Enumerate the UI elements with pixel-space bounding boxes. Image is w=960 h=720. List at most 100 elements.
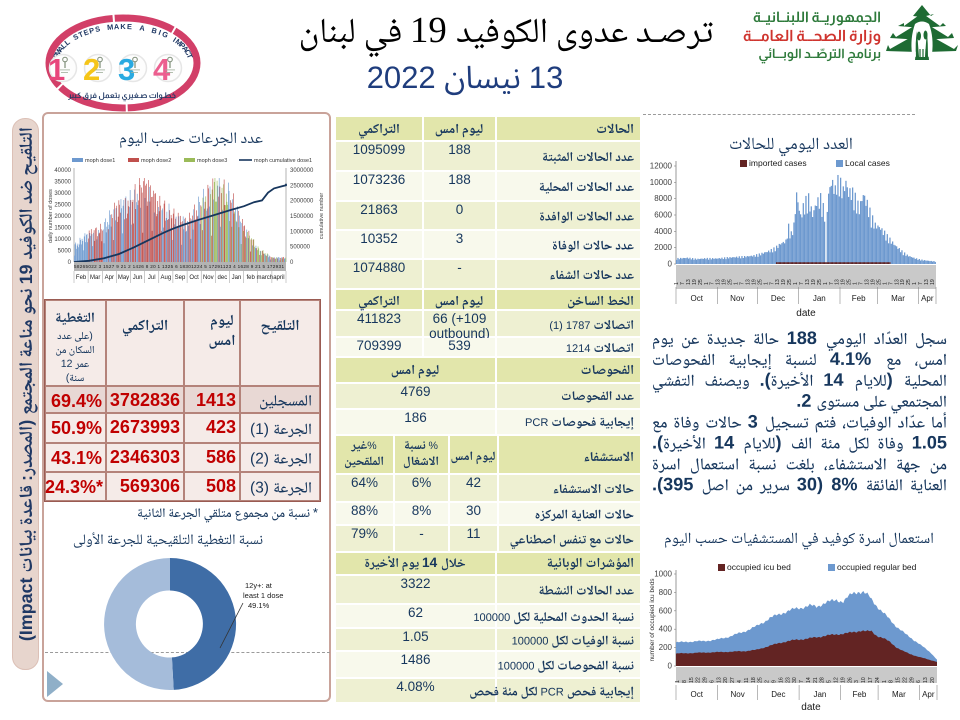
svg-text:1: 1 — [675, 680, 681, 683]
svg-text:moph dose3: moph dose3 — [197, 158, 227, 164]
svg-text:6: 6 — [710, 680, 716, 683]
svg-text:40000: 40000 — [54, 168, 71, 174]
svg-text:7: 7 — [769, 282, 775, 285]
svg-text:imported cases: imported cases — [749, 158, 807, 168]
svg-text:S: S — [94, 24, 101, 34]
svg-text:Jan: Jan — [813, 690, 826, 699]
svg-text:A: A — [55, 44, 66, 54]
svg-text:date: date — [801, 702, 821, 713]
svg-text:22: 22 — [902, 677, 908, 683]
svg-text:7: 7 — [799, 282, 805, 285]
svg-text:9: 9 — [772, 680, 778, 683]
svg-text:12: 12 — [834, 677, 840, 683]
svg-text:1: 1 — [674, 282, 680, 285]
svg-text:19: 19 — [722, 279, 728, 285]
svg-text:E: E — [127, 22, 132, 31]
svg-text:Nov: Nov — [203, 275, 214, 281]
svg-text:1: 1 — [823, 282, 829, 285]
svg-text:25: 25 — [698, 279, 704, 285]
svg-text:7: 7 — [680, 282, 686, 285]
svg-text:E: E — [82, 27, 90, 37]
svg-text:800: 800 — [659, 588, 673, 597]
svg-text:25: 25 — [787, 279, 793, 285]
svg-text:Local cases: Local cases — [845, 158, 890, 168]
svg-text:13: 13 — [923, 677, 929, 683]
svg-text:400: 400 — [659, 625, 673, 634]
svg-text:21: 21 — [813, 677, 819, 683]
svg-text:19: 19 — [840, 677, 846, 683]
svg-text:15: 15 — [896, 677, 902, 683]
svg-text:occupied icu bed: occupied icu bed — [727, 562, 791, 572]
svg-text:2000000: 2000000 — [290, 199, 314, 205]
svg-text:march: march — [256, 275, 273, 281]
svg-text:2: 2 — [83, 52, 100, 87]
svg-text:200: 200 — [659, 643, 673, 652]
svg-text:8: 8 — [889, 680, 895, 683]
svg-text:5: 5 — [827, 680, 833, 683]
svg-text:Nov: Nov — [730, 294, 744, 303]
svg-text:6000: 6000 — [654, 211, 672, 220]
svg-text:1: 1 — [48, 52, 65, 87]
svg-text:10: 10 — [861, 677, 867, 683]
svg-text:4: 4 — [737, 680, 743, 683]
svg-text:6: 6 — [916, 680, 922, 683]
svg-text:19: 19 — [781, 279, 787, 285]
svg-text:20000: 20000 — [54, 214, 71, 220]
svg-text:Dec: Dec — [771, 294, 785, 303]
svg-text:500000: 500000 — [290, 245, 311, 251]
svg-text:Feb: Feb — [76, 275, 87, 281]
svg-text:Jan: Jan — [232, 275, 242, 281]
svg-text:Feb: Feb — [852, 294, 866, 303]
svg-text:8: 8 — [682, 680, 688, 683]
svg-text:Nov: Nov — [730, 690, 744, 699]
svg-text:8000: 8000 — [654, 194, 672, 203]
svg-text:C: C — [183, 48, 194, 58]
svg-text:19: 19 — [692, 279, 698, 285]
svg-text:1: 1 — [793, 282, 799, 285]
svg-text:30: 30 — [792, 677, 798, 683]
svg-text:25: 25 — [817, 279, 823, 285]
svg-text:Oct: Oct — [690, 294, 703, 303]
svg-text:Jul: Jul — [148, 275, 156, 281]
svg-text:T: T — [77, 29, 85, 39]
svg-text:15000: 15000 — [54, 226, 71, 232]
svg-text:K: K — [120, 22, 126, 31]
svg-text:13: 13 — [835, 279, 841, 285]
svg-text:Mar: Mar — [891, 294, 905, 303]
svg-text:25: 25 — [876, 279, 882, 285]
svg-text:M: M — [174, 37, 184, 48]
svg-text:L: L — [59, 40, 69, 50]
svg-text:13: 13 — [775, 279, 781, 285]
svg-text:Jan: Jan — [813, 294, 826, 303]
svg-text:P: P — [88, 26, 95, 36]
svg-text:25: 25 — [758, 677, 764, 683]
svg-text:19: 19 — [871, 279, 877, 285]
svg-text:35000: 35000 — [54, 180, 71, 186]
svg-text:29: 29 — [909, 677, 915, 683]
svg-text:3000000: 3000000 — [290, 168, 314, 174]
svg-text:0: 0 — [290, 260, 294, 266]
svg-text:13: 13 — [686, 279, 692, 285]
svg-text:49.1%: 49.1% — [248, 601, 270, 610]
svg-text:Sep: Sep — [175, 275, 186, 281]
svg-text:L: L — [63, 37, 72, 47]
svg-text:I: I — [171, 35, 178, 44]
svg-text:15: 15 — [689, 677, 695, 683]
svg-text:7: 7 — [918, 282, 924, 285]
svg-text:Apr: Apr — [105, 275, 114, 281]
svg-text:13: 13 — [894, 279, 900, 285]
svg-text:1000: 1000 — [654, 570, 672, 579]
svg-text:I: I — [157, 28, 162, 37]
svg-text:10000: 10000 — [54, 237, 71, 243]
svg-text:2000: 2000 — [654, 243, 672, 252]
svg-text:date: date — [796, 308, 816, 319]
svg-text:17: 17 — [868, 677, 874, 683]
svg-text:25: 25 — [847, 279, 853, 285]
svg-text:25: 25 — [728, 279, 734, 285]
svg-text:7: 7 — [799, 680, 805, 683]
svg-text:58265022 3 1527 9 21 2 1426 8: 58265022 3 1527 9 21 2 1426 8 20 1 1325 … — [74, 264, 284, 269]
svg-text:Dec: Dec — [771, 690, 785, 699]
svg-text:7: 7 — [710, 282, 716, 285]
svg-text:11: 11 — [744, 678, 750, 683]
svg-text:G: G — [161, 29, 170, 40]
